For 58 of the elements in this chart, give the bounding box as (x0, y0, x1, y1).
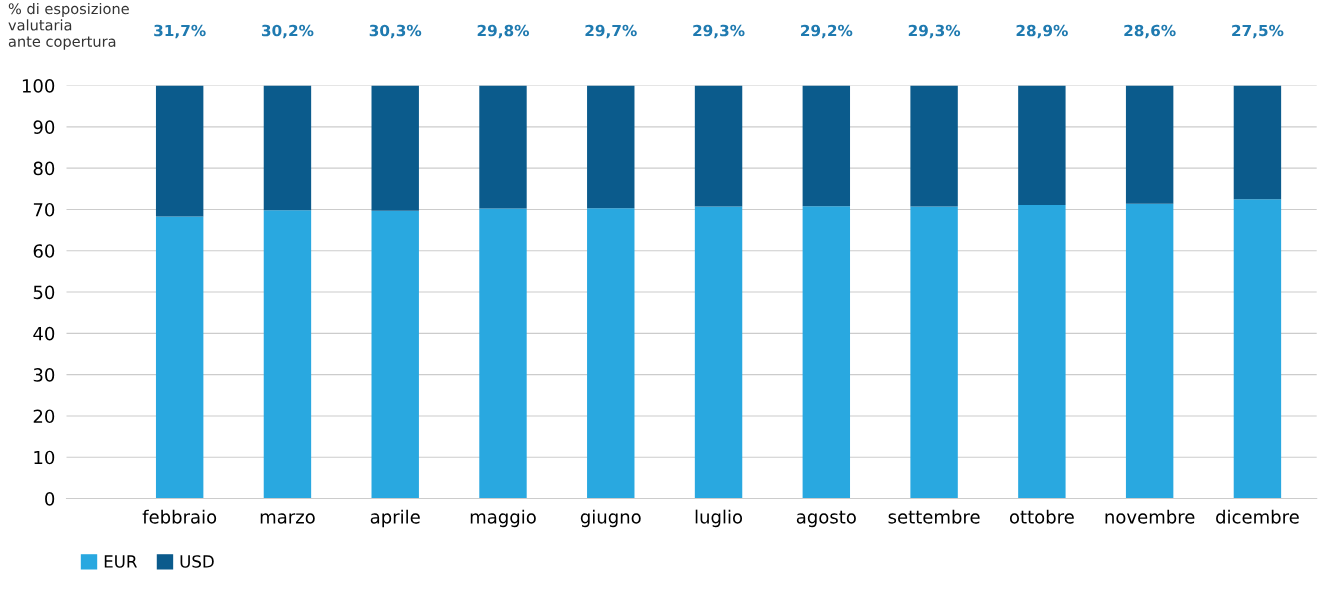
data-label: 27,5% (1232, 24, 1284, 39)
x-tick-label: febbraio (142, 509, 217, 524)
bar (479, 208, 527, 499)
data-label: 29,3% (908, 24, 961, 39)
bar (1018, 204, 1066, 499)
bar (263, 85, 312, 211)
data-label: 28,9% (1016, 24, 1068, 39)
bar (910, 206, 958, 499)
y-tick-label: 80 (33, 161, 55, 176)
bar (694, 85, 743, 207)
data-label: 29,8% (477, 24, 530, 39)
bar (802, 206, 851, 499)
data-label: 30,3% (369, 24, 422, 39)
bar (1125, 203, 1174, 499)
y-tick-label: 10 (34, 450, 55, 465)
y-axis-title: % di esposizione valutaria ante copertura (8, 2, 129, 50)
legend-label: USD (180, 555, 214, 568)
data-label: 31,7% (154, 24, 206, 39)
x-tick-label: marzo (260, 513, 315, 524)
y-tick-label: 0 (45, 492, 55, 506)
y-tick-label: 70 (33, 202, 55, 217)
data-label: 30,2% (261, 24, 314, 39)
y-tick-label: 90 (33, 120, 55, 134)
data-label: 29,3% (693, 24, 745, 39)
bar (155, 216, 204, 499)
legend-label: EUR (104, 555, 137, 568)
bar (802, 85, 851, 207)
y-tick-label: 40 (33, 326, 55, 341)
y-tick-label: 20 (33, 409, 55, 424)
bar (587, 208, 635, 499)
bar (1125, 85, 1174, 204)
y-tick-label: 30 (33, 368, 55, 382)
y-tick-label: 60 (33, 244, 55, 258)
y-tick-label: 100 (22, 79, 55, 93)
y-tick-label: 50 (33, 285, 55, 300)
x-tick-label: dicembre (1216, 509, 1299, 524)
data-label: 29,7% (585, 24, 637, 39)
x-tick-label: ottobre (1009, 509, 1074, 524)
bar (371, 85, 419, 211)
bar (263, 210, 312, 499)
x-tick-label: aprile (370, 509, 420, 528)
x-tick-label: settembre (888, 509, 980, 524)
bar (371, 210, 419, 499)
x-tick-label: giugno (580, 509, 641, 528)
x-tick-label: novembre (1105, 509, 1195, 524)
bar (910, 85, 958, 207)
x-tick-label: maggio (470, 509, 536, 528)
data-label: 29,2% (801, 24, 853, 39)
bar (1233, 199, 1282, 499)
bar (479, 85, 527, 209)
bar (1233, 85, 1282, 200)
bar (587, 85, 635, 209)
bar (1018, 85, 1066, 205)
data-label: 28,6% (1124, 24, 1176, 39)
bar (694, 206, 743, 499)
x-tick-label: luglio (695, 509, 743, 528)
bar (155, 85, 204, 217)
x-tick-label: agosto (796, 510, 856, 528)
